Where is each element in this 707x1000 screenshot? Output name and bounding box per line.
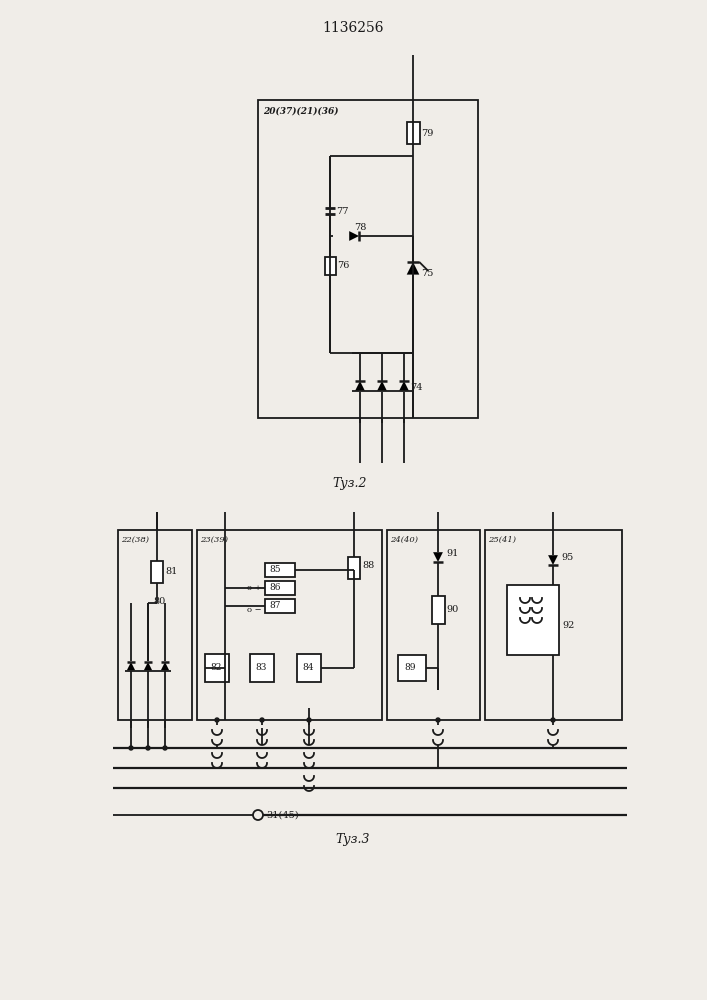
- Circle shape: [146, 746, 150, 750]
- Text: 31(45): 31(45): [266, 810, 298, 820]
- Bar: [265, 563, 295, 577]
- Text: 95: 95: [561, 554, 573, 562]
- Bar: [485, 530, 622, 720]
- Text: o +: o +: [247, 584, 262, 592]
- Text: 91: 91: [446, 548, 458, 558]
- Polygon shape: [407, 262, 419, 275]
- Bar: [387, 530, 480, 720]
- Circle shape: [307, 718, 311, 722]
- Polygon shape: [399, 381, 409, 391]
- Text: 75: 75: [421, 269, 433, 278]
- Text: 88: 88: [362, 562, 374, 570]
- Bar: [297, 654, 321, 682]
- Text: 79: 79: [421, 128, 433, 137]
- Bar: [118, 530, 192, 720]
- Text: 22(38): 22(38): [121, 536, 149, 544]
- Text: 25(41): 25(41): [488, 536, 516, 544]
- Bar: [258, 100, 478, 418]
- Text: 23(39): 23(39): [200, 536, 228, 544]
- Text: 92: 92: [562, 620, 574, 630]
- Bar: [325, 257, 336, 275]
- Bar: [250, 654, 274, 682]
- Bar: [197, 530, 382, 720]
- Polygon shape: [127, 662, 135, 670]
- Text: 77: 77: [336, 207, 349, 216]
- Text: 76: 76: [337, 261, 349, 270]
- Bar: [398, 655, 426, 681]
- Polygon shape: [548, 555, 558, 565]
- Bar: [348, 557, 360, 579]
- Polygon shape: [355, 381, 365, 391]
- Bar: [151, 561, 163, 583]
- Text: Τуз.2: Τуз.2: [333, 477, 367, 489]
- Polygon shape: [377, 381, 387, 391]
- Text: 86: 86: [269, 584, 281, 592]
- Circle shape: [215, 718, 219, 722]
- Circle shape: [436, 718, 440, 722]
- Polygon shape: [160, 662, 169, 670]
- Text: 78: 78: [354, 223, 366, 232]
- Text: 20(37)(21)(36): 20(37)(21)(36): [263, 106, 339, 115]
- Text: 80: 80: [153, 597, 165, 606]
- Text: Τуз.3: Τуз.3: [336, 834, 370, 846]
- Bar: [431, 596, 445, 624]
- Bar: [407, 122, 419, 144]
- Polygon shape: [144, 662, 152, 670]
- Text: 84: 84: [302, 664, 313, 672]
- Circle shape: [163, 746, 167, 750]
- Polygon shape: [433, 552, 443, 562]
- Bar: [265, 599, 295, 613]
- Circle shape: [129, 746, 133, 750]
- Text: 24(40): 24(40): [390, 536, 418, 544]
- Text: 85: 85: [269, 566, 281, 574]
- Text: 89: 89: [404, 664, 416, 672]
- Text: 82: 82: [210, 664, 221, 672]
- Circle shape: [260, 718, 264, 722]
- Bar: [265, 581, 295, 595]
- Bar: [205, 654, 229, 682]
- Text: 83: 83: [255, 664, 267, 672]
- Circle shape: [551, 718, 555, 722]
- Text: 87: 87: [269, 601, 281, 610]
- Polygon shape: [349, 231, 359, 241]
- Text: 90: 90: [446, 605, 458, 614]
- Text: 74: 74: [410, 383, 423, 392]
- Text: o −: o −: [247, 606, 262, 614]
- Text: 1136256: 1136256: [322, 21, 384, 35]
- Text: 81: 81: [165, 568, 177, 576]
- Bar: [507, 585, 559, 655]
